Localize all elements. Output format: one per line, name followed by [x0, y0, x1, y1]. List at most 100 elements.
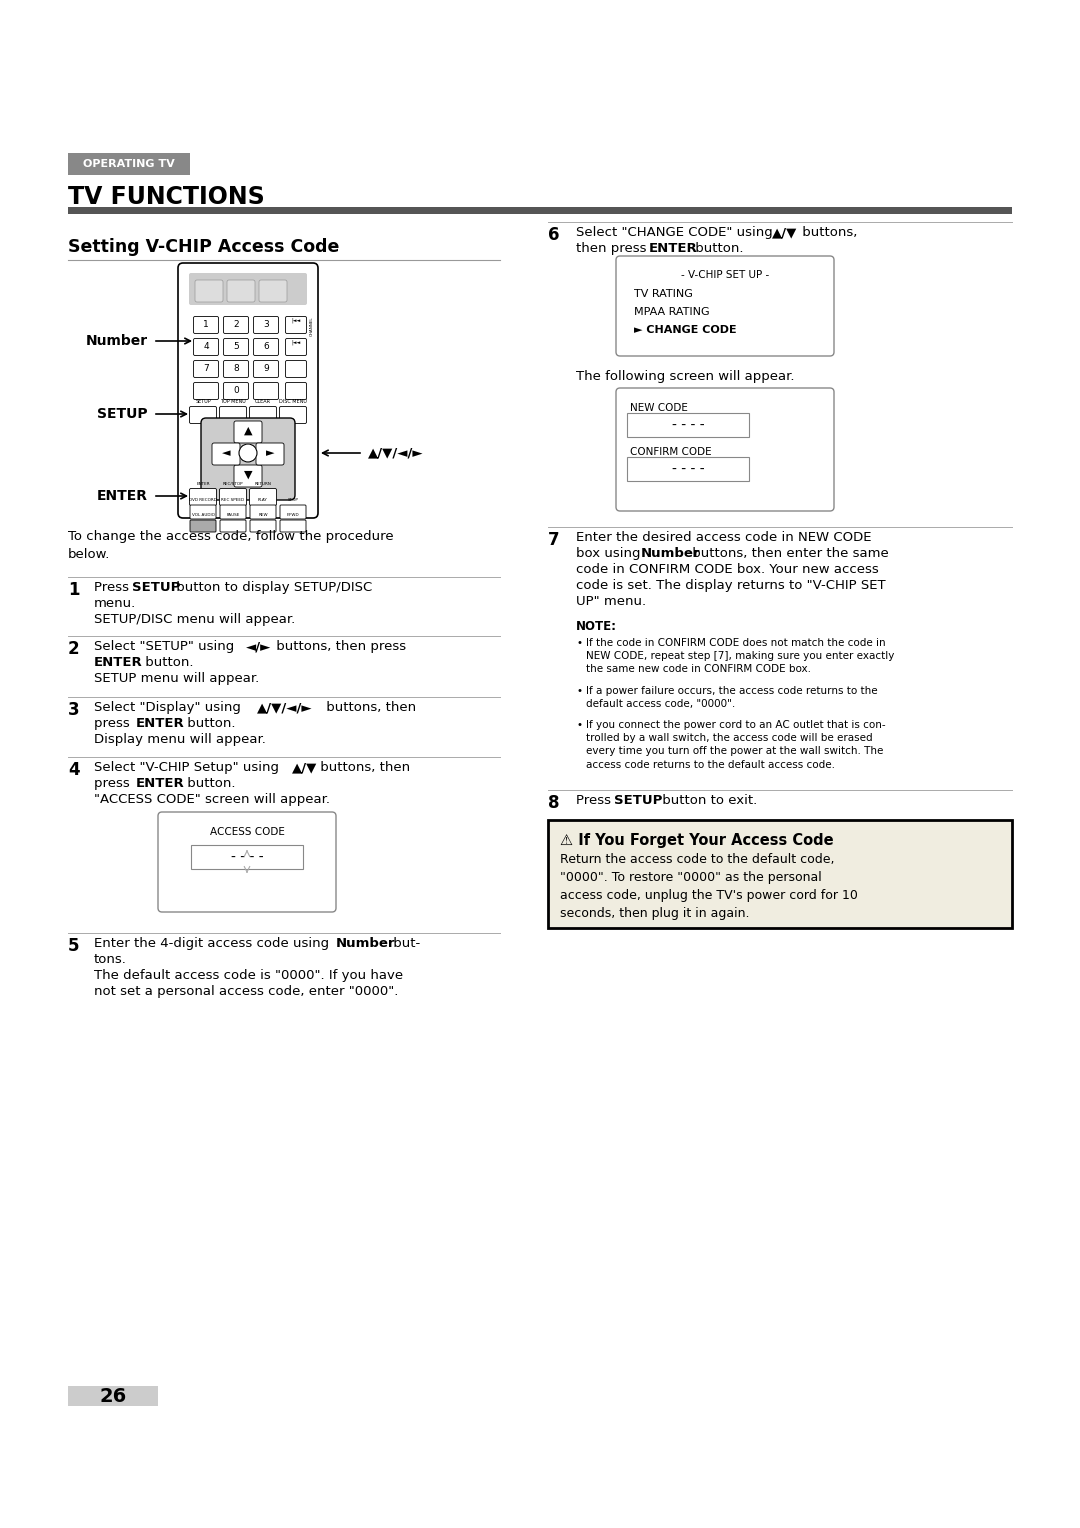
FancyBboxPatch shape [227, 280, 255, 303]
Text: SETUP menu will appear.: SETUP menu will appear. [94, 672, 259, 685]
Text: ▲/▼: ▲/▼ [772, 226, 797, 238]
Text: Select "V-CHIP Setup" using: Select "V-CHIP Setup" using [94, 761, 283, 775]
Text: then press: then press [576, 241, 651, 255]
FancyBboxPatch shape [68, 153, 190, 176]
Text: SETUP: SETUP [195, 399, 211, 403]
FancyBboxPatch shape [191, 845, 303, 869]
Text: OPERATING TV: OPERATING TV [83, 159, 175, 170]
Text: Select "Display" using: Select "Display" using [94, 701, 245, 714]
Text: REC/STOP: REC/STOP [222, 481, 243, 486]
Text: ▲/▼: ▲/▼ [292, 761, 318, 775]
Text: If a power failure occurs, the access code returns to the
default access code, ": If a power failure occurs, the access co… [586, 686, 878, 709]
Text: ENTER: ENTER [197, 481, 210, 486]
Text: 7: 7 [548, 532, 559, 549]
FancyBboxPatch shape [193, 361, 218, 377]
Text: 1: 1 [68, 581, 80, 599]
Text: 5: 5 [233, 341, 239, 350]
Text: button to display SETUP/DISC: button to display SETUP/DISC [172, 581, 373, 594]
Text: 3: 3 [68, 701, 80, 720]
FancyBboxPatch shape [224, 361, 248, 377]
Text: ◄/►: ◄/► [246, 640, 271, 652]
FancyBboxPatch shape [193, 339, 218, 356]
Text: REC SPEED: REC SPEED [221, 498, 244, 503]
Circle shape [239, 445, 257, 461]
Text: Select "CHANGE CODE" using: Select "CHANGE CODE" using [576, 226, 777, 238]
FancyBboxPatch shape [224, 339, 248, 356]
Text: Number: Number [336, 937, 395, 950]
Text: ENTER: ENTER [649, 241, 698, 255]
Text: |◄◄: |◄◄ [292, 318, 300, 322]
Text: 2: 2 [233, 319, 239, 329]
Text: 9: 9 [264, 364, 269, 373]
FancyBboxPatch shape [195, 280, 222, 303]
Text: PAUSE: PAUSE [227, 513, 240, 516]
FancyBboxPatch shape [280, 406, 307, 423]
Text: CONFIRM CODE: CONFIRM CODE [630, 448, 712, 457]
Text: Display menu will appear.: Display menu will appear. [94, 733, 266, 746]
FancyBboxPatch shape [259, 280, 287, 303]
Text: •: • [576, 686, 582, 695]
Text: SETUP/DISC menu will appear.: SETUP/DISC menu will appear. [94, 613, 295, 626]
FancyBboxPatch shape [616, 257, 834, 356]
Text: Return the access code to the default code,
"0000". To restore "0000" as the per: Return the access code to the default co… [561, 853, 858, 920]
Text: 7: 7 [203, 364, 208, 373]
Text: but-: but- [389, 937, 420, 950]
Text: "ACCESS CODE" screen will appear.: "ACCESS CODE" screen will appear. [94, 793, 330, 805]
Text: |◄◄: |◄◄ [292, 339, 300, 345]
FancyBboxPatch shape [249, 520, 276, 532]
Text: DISC MENU: DISC MENU [279, 399, 307, 403]
Text: MPAA RATING: MPAA RATING [634, 307, 710, 316]
Text: 26: 26 [99, 1386, 126, 1406]
FancyBboxPatch shape [254, 339, 279, 356]
Text: not set a personal access code, enter "0000".: not set a personal access code, enter "0… [94, 986, 399, 998]
FancyBboxPatch shape [189, 489, 216, 506]
Text: Enter the desired access code in NEW CODE: Enter the desired access code in NEW COD… [576, 532, 872, 544]
Text: ENTER: ENTER [136, 717, 185, 730]
Text: Setting V-CHIP Access Code: Setting V-CHIP Access Code [68, 238, 339, 257]
Text: The following screen will appear.: The following screen will appear. [576, 370, 795, 384]
FancyBboxPatch shape [285, 316, 307, 333]
Text: NEW CODE: NEW CODE [630, 403, 688, 413]
Text: UP" menu.: UP" menu. [576, 594, 646, 608]
Text: buttons,: buttons, [798, 226, 858, 238]
Text: CLEAR: CLEAR [255, 399, 271, 403]
Text: If the code in CONFIRM CODE does not match the code in
NEW CODE, repeat step [7]: If the code in CONFIRM CODE does not mat… [586, 639, 894, 674]
Text: ENTER: ENTER [136, 778, 185, 790]
Text: ENTER: ENTER [97, 489, 148, 503]
Text: The default access code is "0000". If you have: The default access code is "0000". If yo… [94, 969, 403, 983]
FancyBboxPatch shape [219, 489, 246, 506]
Text: box using: box using [576, 547, 645, 559]
Text: buttons, then: buttons, then [322, 701, 416, 714]
Text: - - - -: - - - - [672, 461, 704, 477]
Text: buttons, then press: buttons, then press [272, 640, 406, 652]
Text: 4: 4 [68, 761, 80, 779]
Text: RETURN: RETURN [255, 481, 271, 486]
Text: ACCESS CODE: ACCESS CODE [210, 827, 284, 837]
Text: Press: Press [576, 795, 616, 807]
Text: button to exit.: button to exit. [658, 795, 757, 807]
Text: 6: 6 [264, 341, 269, 350]
Text: If you connect the power cord to an AC outlet that is con-
trolled by a wall swi: If you connect the power cord to an AC o… [586, 720, 886, 770]
FancyBboxPatch shape [224, 316, 248, 333]
Text: Enter the 4-digit access code using: Enter the 4-digit access code using [94, 937, 334, 950]
FancyBboxPatch shape [234, 422, 262, 443]
Text: ▲/▼/◄/►: ▲/▼/◄/► [368, 446, 423, 460]
Text: ►: ► [266, 448, 274, 458]
Text: buttons, then: buttons, then [316, 761, 410, 775]
Text: PLAY: PLAY [258, 498, 268, 503]
Text: REW: REW [258, 513, 268, 516]
Text: button.: button. [183, 778, 235, 790]
Text: 8: 8 [233, 364, 239, 373]
FancyBboxPatch shape [627, 413, 750, 437]
FancyBboxPatch shape [254, 382, 279, 399]
Text: ⚠ If You Forget Your Access Code: ⚠ If You Forget Your Access Code [561, 833, 834, 848]
FancyBboxPatch shape [280, 520, 306, 532]
FancyBboxPatch shape [254, 316, 279, 333]
Text: 3: 3 [264, 319, 269, 329]
Text: TOP MENU: TOP MENU [220, 399, 246, 403]
Text: ENTER: ENTER [94, 656, 143, 669]
Text: To change the access code, follow the procedure
below.: To change the access code, follow the pr… [68, 530, 393, 561]
Text: TV FUNCTIONS: TV FUNCTIONS [68, 185, 265, 209]
Text: ▼: ▼ [244, 471, 253, 480]
Text: SETUP: SETUP [615, 795, 662, 807]
